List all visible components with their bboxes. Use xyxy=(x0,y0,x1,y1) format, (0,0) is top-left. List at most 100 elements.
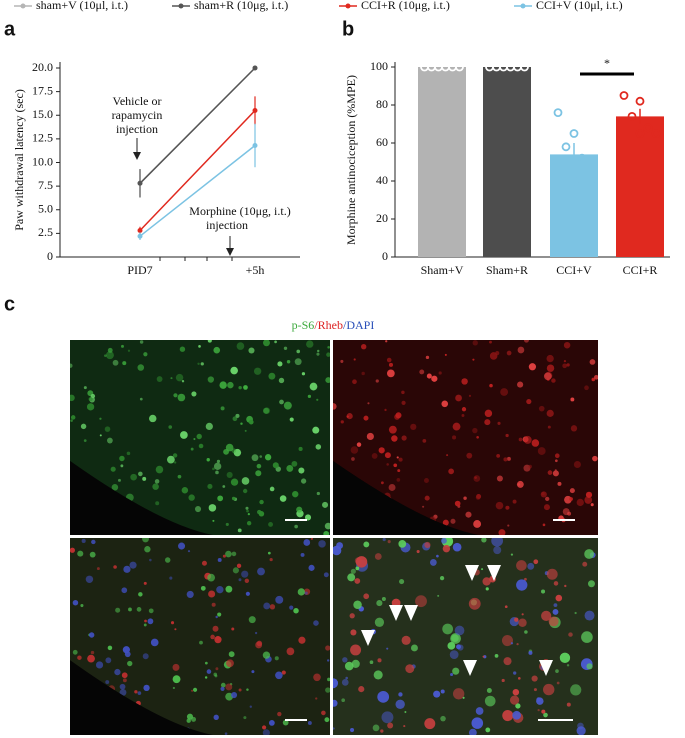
cell xyxy=(177,474,182,479)
cell xyxy=(212,467,215,471)
panel-label: b xyxy=(342,18,354,40)
cell xyxy=(187,550,191,553)
cell xyxy=(217,612,222,617)
cell xyxy=(531,439,540,447)
cell xyxy=(463,496,467,500)
cell xyxy=(385,340,388,343)
y-tick-label: 40 xyxy=(376,173,388,187)
cell xyxy=(450,518,456,524)
cell xyxy=(227,381,234,389)
cell xyxy=(306,340,314,348)
cell xyxy=(238,385,242,390)
cell xyxy=(457,644,464,651)
cell xyxy=(231,448,237,453)
cell xyxy=(83,439,87,442)
cell xyxy=(213,462,222,471)
cell xyxy=(196,433,202,440)
cell xyxy=(292,490,299,498)
point xyxy=(137,180,143,186)
cell xyxy=(528,363,537,371)
cell xyxy=(172,686,176,690)
cell xyxy=(557,481,562,486)
cell xyxy=(190,447,194,451)
cell xyxy=(449,650,459,659)
cell xyxy=(248,419,254,425)
point xyxy=(137,233,143,239)
cell xyxy=(396,456,399,459)
cell xyxy=(138,592,143,597)
cell xyxy=(129,561,137,569)
cell xyxy=(552,470,559,477)
cell xyxy=(240,422,243,425)
cell xyxy=(298,636,306,644)
cell xyxy=(251,670,255,674)
cell xyxy=(114,668,121,676)
cell xyxy=(547,425,551,429)
cell xyxy=(115,607,121,613)
cell xyxy=(481,538,487,543)
cell xyxy=(168,425,173,429)
cell xyxy=(105,680,110,684)
cell xyxy=(537,709,540,712)
cell xyxy=(150,638,159,647)
cell xyxy=(581,631,593,643)
cell xyxy=(317,349,320,353)
cell xyxy=(225,550,232,558)
micrographs xyxy=(70,340,598,735)
cell xyxy=(351,457,355,461)
cell xyxy=(523,435,532,444)
tissue-edge xyxy=(333,460,479,535)
cell xyxy=(297,588,305,596)
data-point xyxy=(455,62,464,72)
cell xyxy=(510,642,514,645)
cell xyxy=(325,645,330,651)
cell xyxy=(422,505,425,508)
cell xyxy=(396,478,401,482)
cell xyxy=(323,530,330,535)
cell xyxy=(313,673,321,682)
cell xyxy=(452,542,462,552)
cell xyxy=(198,443,204,449)
cell xyxy=(96,567,100,571)
cell xyxy=(70,394,75,402)
cell xyxy=(262,407,270,414)
cell xyxy=(174,628,177,631)
cell xyxy=(401,400,406,406)
cell xyxy=(388,484,396,491)
cell xyxy=(361,371,365,376)
cell xyxy=(350,644,362,656)
cell xyxy=(384,408,387,412)
cell xyxy=(358,686,365,693)
cell xyxy=(486,688,492,694)
cell xyxy=(300,478,307,484)
cell xyxy=(81,538,86,543)
cell xyxy=(315,697,318,700)
cell xyxy=(471,717,484,729)
cell xyxy=(497,421,501,425)
cell xyxy=(70,419,73,422)
cell xyxy=(207,376,215,383)
cell xyxy=(236,563,242,569)
cell xyxy=(333,727,335,730)
cell xyxy=(104,354,107,357)
cell xyxy=(138,471,143,477)
cell xyxy=(213,672,218,677)
micrograph-bg xyxy=(333,538,598,735)
cell xyxy=(200,362,204,366)
cell xyxy=(590,503,594,507)
cell xyxy=(304,591,308,595)
cell xyxy=(450,672,454,677)
cell xyxy=(231,627,235,631)
cell xyxy=(136,607,142,612)
cell xyxy=(95,661,104,669)
cell xyxy=(424,718,436,730)
cell xyxy=(344,661,354,671)
cell xyxy=(501,635,513,647)
cell xyxy=(289,417,294,422)
y-tick-label: 12.5 xyxy=(32,131,53,145)
cell xyxy=(262,651,271,659)
cell xyxy=(350,446,359,454)
data-point xyxy=(569,129,579,138)
cell xyxy=(436,554,439,558)
cell xyxy=(268,372,276,380)
